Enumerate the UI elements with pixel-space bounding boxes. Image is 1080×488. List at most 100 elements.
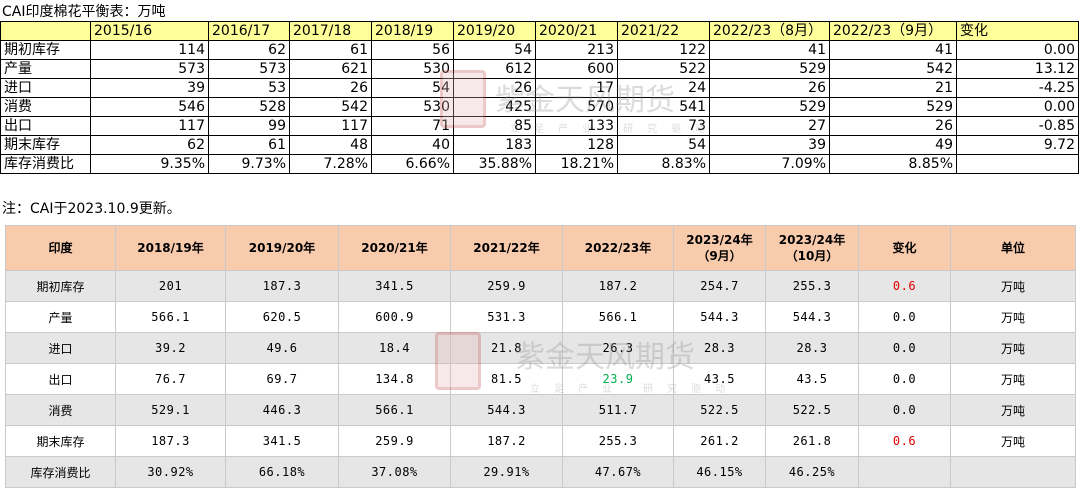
header-text: 2021/22年 (473, 241, 540, 255)
header-cell: 2022/23（9月） (829, 21, 957, 41)
cell: 8.85% (829, 154, 957, 174)
cell: 621 (289, 59, 372, 79)
row-label: 期末库存 (0, 135, 91, 155)
cell: 529 (709, 59, 830, 79)
cell: 425 (453, 97, 536, 117)
header-cell: 2018/19 (371, 21, 454, 41)
cell: 0.0 (858, 332, 951, 364)
cell: 万吨 (950, 363, 1076, 395)
header-text: 单位 (1000, 241, 1025, 255)
cell: 万吨 (950, 332, 1076, 364)
header-cell: 2022/23（8月） (709, 21, 830, 41)
header-row: 2015/16 2016/17 2017/18 2018/19 2019/20 2020/… (0, 21, 1079, 41)
row-label: 进口 (0, 78, 91, 98)
cell: 6.66% (371, 154, 454, 174)
cell: 0.0 (858, 363, 951, 395)
row-label: 期末库存 (5, 425, 116, 457)
cell: 566.1 (562, 301, 674, 333)
cell: 41 (709, 40, 830, 60)
header-text: （10月） (785, 249, 839, 263)
cell: 85 (453, 116, 536, 136)
row-label: 出口 (5, 363, 116, 395)
header-text: 2023/24年 (778, 233, 846, 247)
cell: 8.83% (617, 154, 710, 174)
cell: 17 (535, 78, 618, 98)
cell: 万吨 (950, 301, 1076, 333)
header-row: 印度 2018/19年 2019/20年 2020/21年 2021/22年 2022/2… (5, 225, 1076, 271)
cell: 18.4 (338, 332, 451, 364)
cell: 27 (709, 116, 830, 136)
header-cell: 2018/19年 (115, 225, 226, 271)
cell: 24 (617, 78, 710, 98)
data-row: 进口 39.2 49.6 18.4 21.8 26.3 28.3 28.3 0.0 万吨 (5, 332, 1076, 364)
cell: 600 (535, 59, 618, 79)
cell: 30.92% (115, 456, 226, 488)
cell: 53 (208, 78, 290, 98)
cell: -0.85 (956, 116, 1079, 136)
cell: 18.21% (535, 154, 618, 174)
data-row: 出口 76.7 69.7 134.8 81.5 23.9 43.5 43.5 0.0 万吨 (5, 363, 1076, 395)
row-label: 消费 (5, 394, 116, 426)
data-row: 期初库存 201 187.3 341.5 259.9 187.2 254.7 255.3 0.6… (5, 270, 1076, 302)
cell: 54 (453, 40, 536, 60)
cell: 62 (208, 40, 290, 60)
cell: 61 (208, 135, 290, 155)
header-cell: 2015/16 (90, 21, 209, 41)
header-cell: 2020/21 (535, 21, 618, 41)
cell: 522.5 (673, 394, 766, 426)
header-cell: 2019/20 (453, 21, 536, 41)
cell: 43.5 (673, 363, 766, 395)
cell: 43.5 (765, 363, 859, 395)
cell: 511.7 (562, 394, 674, 426)
cell: 341.5 (338, 270, 451, 302)
cell: 26 (829, 116, 957, 136)
cell: 39 (90, 78, 209, 98)
cell: 73 (617, 116, 710, 136)
data-row: 期末库存 187.3 341.5 259.9 187.2 255.3 261.2 261.8 0… (5, 425, 1076, 457)
cell: 122 (617, 40, 710, 60)
cell: 66.18% (225, 456, 339, 488)
header-cell: 2023/24年 （9月） (673, 225, 766, 271)
cell: 541 (617, 97, 710, 117)
header-cell: 单位 (950, 225, 1076, 271)
cell (858, 456, 951, 488)
cell: 600.9 (338, 301, 451, 333)
cell: 612 (453, 59, 536, 79)
row-label: 产量 (5, 301, 116, 333)
cell: 259.9 (450, 270, 563, 302)
cell: 261.8 (765, 425, 859, 457)
cell: 530 (371, 59, 454, 79)
row-label: 出口 (0, 116, 91, 136)
cell: 万吨 (950, 270, 1076, 302)
cell: 9.73% (208, 154, 290, 174)
header-text: 2018/19年 (137, 241, 204, 255)
header-cell: 2020/21年 (338, 225, 451, 271)
row-label: 库存消费比 (0, 154, 91, 174)
note: 注：CAI于2023.10.9更新。 (2, 201, 181, 217)
data-row: 进口 39 53 26 54 26 17 24 26 21 -4.25 (0, 78, 1079, 98)
cell: 201 (115, 270, 226, 302)
data-row: 库存消费比 30.92% 66.18% 37.08% 29.91% 47.67% 46.15… (5, 456, 1076, 488)
cell: 9.35% (90, 154, 209, 174)
cell: 446.3 (225, 394, 339, 426)
cell: 254.7 (673, 270, 766, 302)
header-cell: 变化 (858, 225, 951, 271)
data-row: 消费 546 528 542 530 425 570 541 529 529 0.00 (0, 97, 1079, 117)
cell: 23.9 (562, 363, 674, 395)
data-row: 期末库存 62 61 48 40 183 128 54 39 49 9.72 (0, 135, 1079, 155)
cell: 255.3 (765, 270, 859, 302)
data-row: 库存消费比 9.35% 9.73% 7.28% 6.66% 35.88% 18.21% 8.8… (0, 154, 1079, 174)
cell: 117 (90, 116, 209, 136)
cell: 46.15% (673, 456, 766, 488)
cell: 0.6 (858, 425, 951, 457)
cell: 46.25% (765, 456, 859, 488)
header-text: 变化 (892, 241, 917, 255)
cell: -4.25 (956, 78, 1079, 98)
cell: 0.00 (956, 97, 1079, 117)
cell: 56 (371, 40, 454, 60)
cell: 542 (829, 59, 957, 79)
row-label: 进口 (5, 332, 116, 364)
cell: 128 (535, 135, 618, 155)
cell: 49 (829, 135, 957, 155)
data-row: 期初库存 114 62 61 56 54 213 122 41 41 0.00 (0, 40, 1079, 60)
